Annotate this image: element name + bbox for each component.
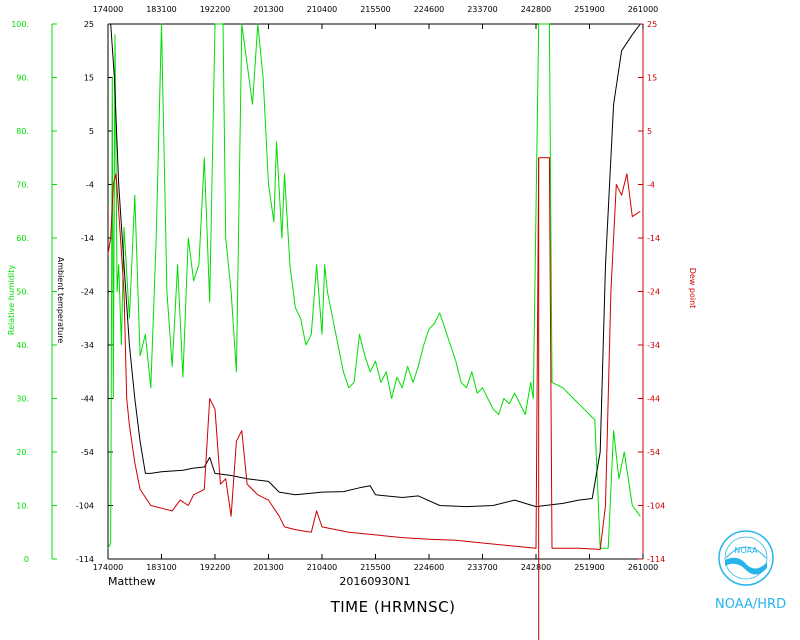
x-tick-label-top: 210400 [307, 5, 338, 14]
x-tick-label: 215500 [360, 563, 391, 572]
x-tick-label: 242800 [521, 563, 552, 572]
dew-tick-label: -24 [647, 288, 660, 297]
dew-tick-label: -14 [647, 234, 660, 243]
tick-labels: 0 -114 -114 10. -104 -104 20. -54 -54 30. -44 -44 40… [11, 5, 665, 572]
temp-tick-label: -114 [76, 555, 94, 564]
dew-line [107, 157, 641, 550]
org-name: NOAA/HRD [715, 597, 787, 612]
x-tick-label-top: 233700 [467, 5, 498, 14]
plot-series [107, 23, 641, 640]
dew-tick-label: 15 [647, 74, 657, 83]
axes [51, 23, 644, 560]
x-tick-label: 192200 [200, 563, 231, 572]
x-tick-label: 261000 [628, 563, 659, 572]
x-tick-label-top: 251900 [574, 5, 605, 14]
flight-id: 20160930N1 [339, 575, 410, 588]
temp-line [110, 23, 641, 508]
dew-tick-label: -44 [647, 395, 660, 404]
rh-tick-label: 100. [11, 20, 29, 29]
temp-tick-label: -14 [81, 234, 94, 243]
x-tick-label: 183100 [146, 563, 177, 572]
x-tick-label-top: 224600 [414, 5, 445, 14]
rh-tick-label: 40. [16, 341, 29, 350]
dew-tick-label: -34 [647, 341, 660, 350]
x-tick-label: 224600 [414, 563, 445, 572]
rh-tick-label: 10. [16, 502, 29, 511]
temp-tick-label: 5 [89, 127, 94, 136]
rh-tick-label: 30. [16, 395, 29, 404]
dew-tick-label: -4 [647, 181, 655, 190]
x-tick-label-top: 183100 [146, 5, 177, 14]
rh-axis-title: Relative humidity [7, 265, 16, 335]
rh-tick-label: 60. [16, 234, 29, 243]
rh-tick-label: 0 [24, 555, 29, 564]
x-tick-label-top: 174000 [93, 5, 124, 14]
dew-tick-label: 5 [647, 127, 652, 136]
logo-text: NOAA [734, 546, 758, 555]
x-tick-label-top: 261000 [628, 5, 659, 14]
dew-axis-title: Dew point [688, 268, 697, 309]
temp-tick-label: -4 [86, 181, 94, 190]
rh-tick-label: 80. [16, 127, 29, 136]
x-tick-label-top: 215500 [360, 5, 391, 14]
x-tick-label-top: 201300 [253, 5, 284, 14]
rh-tick-label: 90. [16, 74, 29, 83]
temp-tick-label: -54 [81, 448, 94, 457]
temp-tick-label: -24 [81, 288, 94, 297]
x-tick-label: 233700 [467, 563, 498, 572]
temp-tick-label: -104 [76, 502, 94, 511]
dew-tick-label: 25 [647, 20, 657, 29]
rh-tick-label: 70. [16, 181, 29, 190]
temp-tick-label: 25 [84, 20, 94, 29]
x-tick-label: 251900 [574, 563, 605, 572]
temp-axis-title: Ambient temperature [56, 257, 65, 344]
dew-tick-label: -114 [647, 555, 665, 564]
dew-tick-label: -54 [647, 448, 660, 457]
storm-name: Matthew [108, 575, 156, 588]
temp-tick-label: -34 [81, 341, 94, 350]
x-tick-label-top: 242800 [521, 5, 552, 14]
noaa-logo: NOAA [718, 530, 774, 586]
x-tick-label: 210400 [307, 563, 338, 572]
temp-tick-label: -44 [81, 395, 94, 404]
x-axis-title: TIME (HRMNSC) [330, 598, 456, 616]
rh-tick-label: 50. [16, 288, 29, 297]
x-tick-label: 174000 [93, 563, 124, 572]
x-tick-label: 201300 [253, 563, 284, 572]
temp-tick-label: 15 [84, 74, 94, 83]
rh-tick-label: 20. [16, 448, 29, 457]
dew-tick-label: -104 [647, 502, 665, 511]
x-tick-label-top: 192200 [200, 5, 231, 14]
tick-marks [52, 23, 644, 560]
rh-line [107, 23, 641, 549]
